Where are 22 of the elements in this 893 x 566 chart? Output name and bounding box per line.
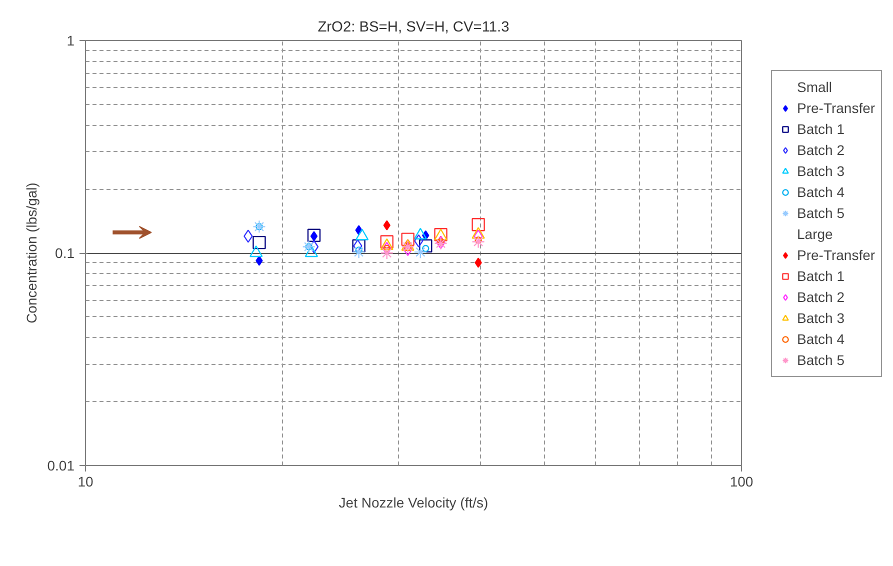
y-axis-title: Concentration (lbs/gal) — [23, 182, 40, 324]
legend-label: Batch 4 — [797, 184, 844, 200]
legend-label: Pre-Transfer — [797, 247, 876, 263]
text: Small — [797, 79, 832, 95]
legend-label: Batch 3 — [797, 310, 844, 326]
y-tick-label: 0.1 — [55, 245, 75, 261]
legend-label: Batch 1 — [797, 268, 844, 284]
chart-title: ZrO2: BS=H, SV=H, CV=11.3 — [318, 20, 510, 36]
legend-label: Batch 1 — [797, 121, 844, 137]
legend-label: Batch 4 — [797, 331, 844, 347]
legend-label: Batch 5 — [797, 205, 844, 221]
legend-label: Pre-Transfer — [797, 100, 876, 116]
legend-label: Batch 5 — [797, 352, 844, 368]
x-axis-title: Jet Nozzle Velocity (ft/s) — [338, 494, 488, 510]
legend-label: Batch 2 — [797, 142, 844, 158]
x-tick-label: 10 — [78, 474, 94, 490]
y-tick-label: 0.01 — [47, 458, 75, 474]
x-tick-label: 100 — [730, 474, 754, 490]
legend-label: Batch 2 — [797, 289, 844, 305]
text: Large — [797, 226, 833, 242]
legend-label: Batch 3 — [797, 163, 844, 179]
y-tick-label: 1 — [66, 32, 75, 48]
